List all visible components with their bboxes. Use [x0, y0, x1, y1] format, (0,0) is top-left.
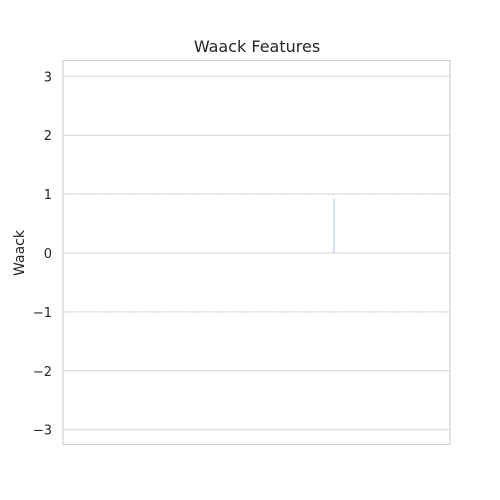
y-tick-label: −2 [33, 365, 52, 380]
y-tick-label: 0 [44, 247, 52, 262]
y-tick-label: −3 [33, 424, 52, 439]
y-tick-label: 2 [44, 129, 52, 144]
y-tick-labels: 3 2 1 0 −1 −2 −3 [33, 70, 52, 438]
y-tick-label: −1 [33, 306, 52, 321]
y-tick-label: 3 [44, 70, 52, 85]
y-tick-label: 1 [44, 188, 52, 203]
chart-title: Waack Features [194, 37, 320, 56]
grid [63, 76, 450, 429]
y-axis-label: Waack [12, 229, 28, 276]
